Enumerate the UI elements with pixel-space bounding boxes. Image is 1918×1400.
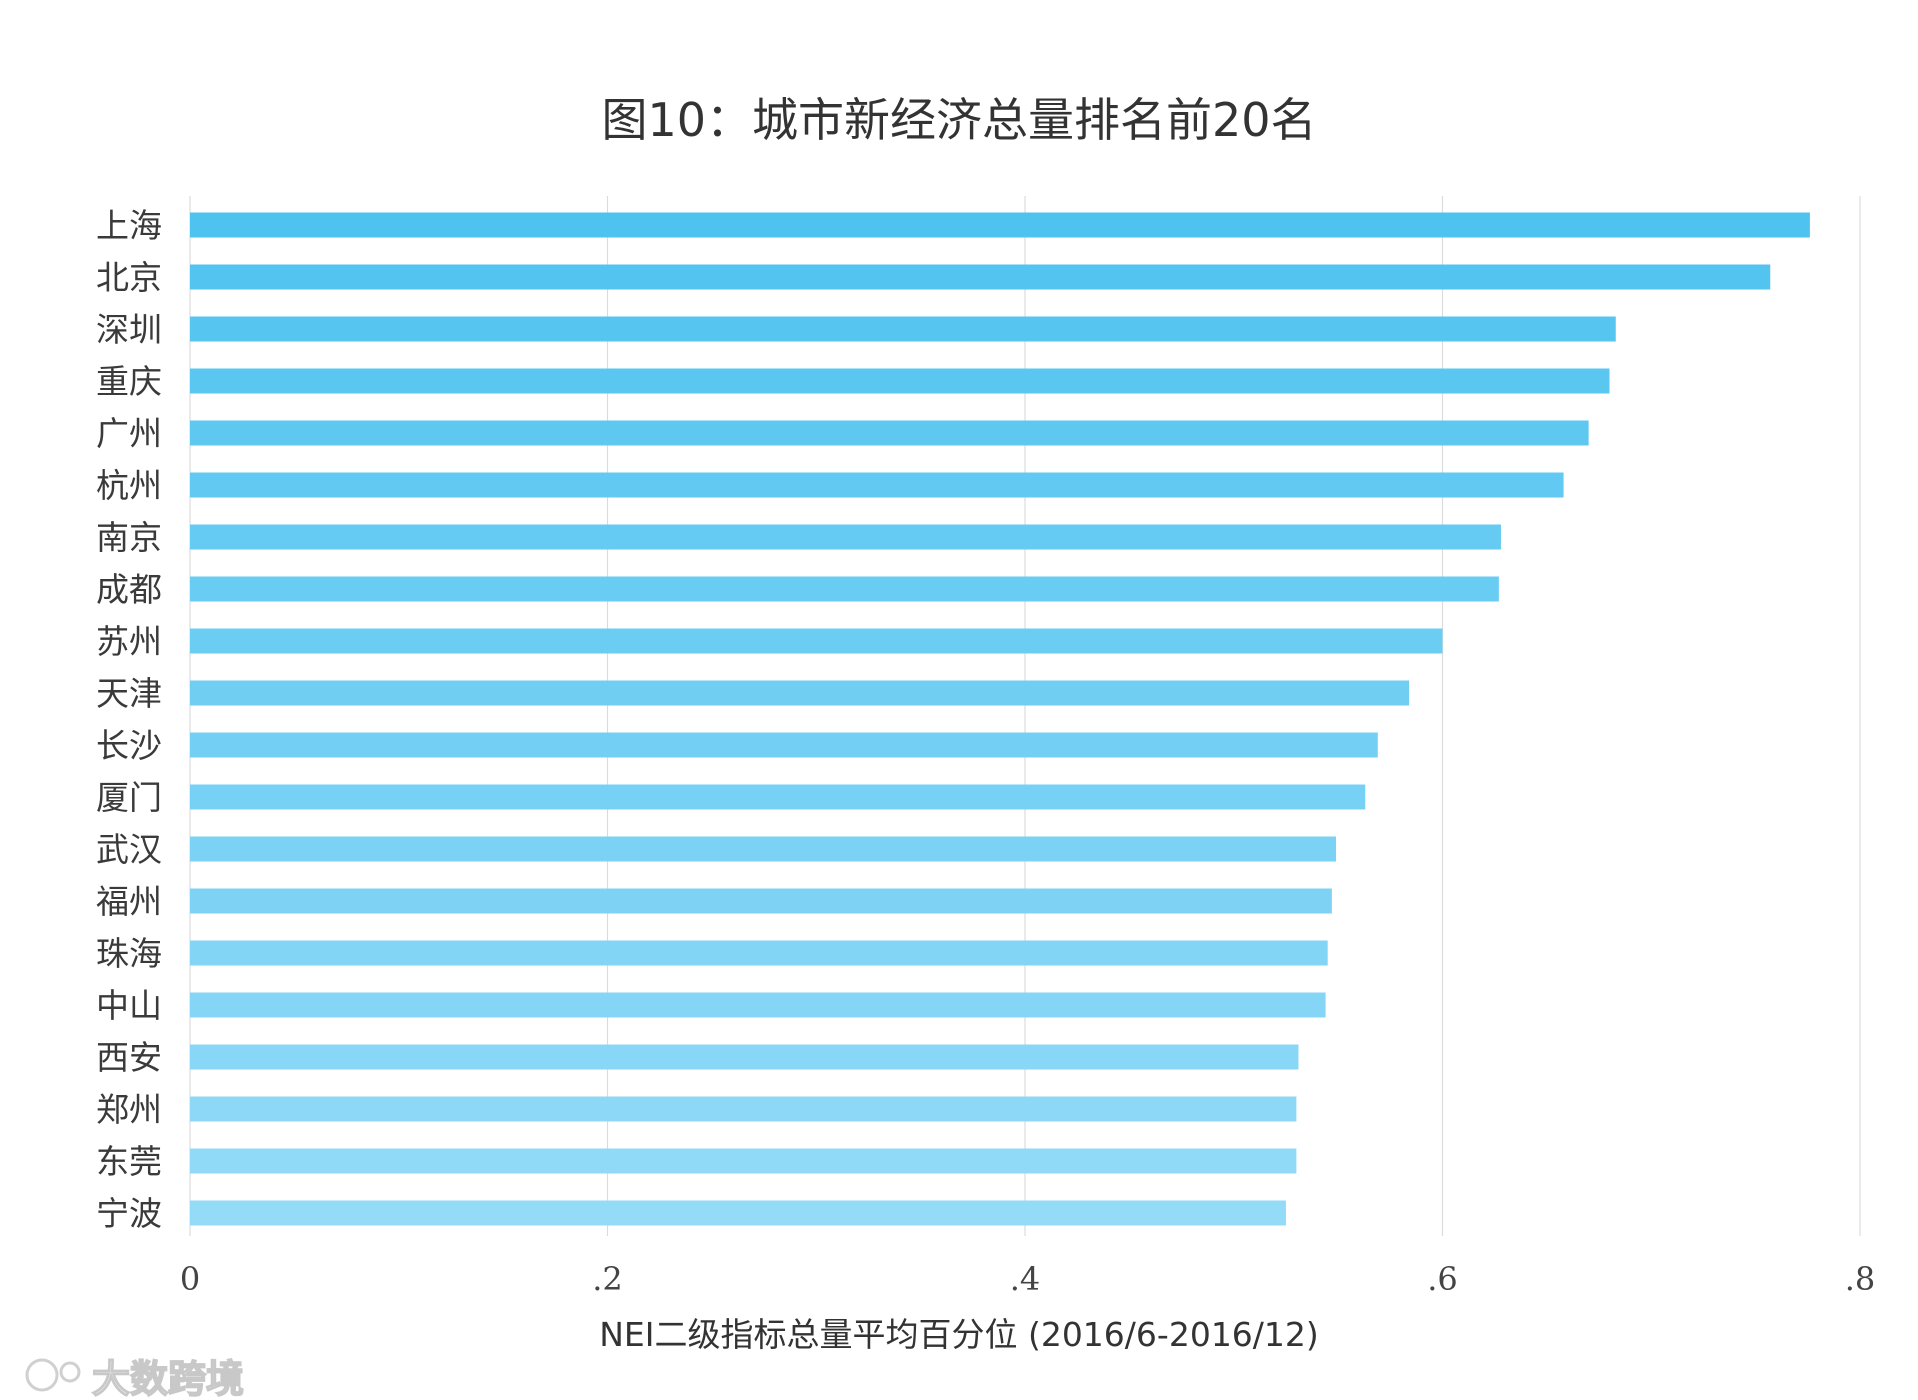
bar	[190, 576, 1499, 602]
category-label: 西安	[96, 1038, 162, 1077]
category-label: 广州	[96, 414, 162, 453]
category-label: 福州	[96, 882, 162, 921]
bar	[190, 784, 1366, 810]
category-label: 重庆	[96, 362, 162, 401]
bar	[190, 732, 1378, 758]
category-label: 北京	[96, 258, 162, 297]
category-label: 武汉	[96, 830, 162, 869]
x-tick-label: .4	[1010, 1260, 1041, 1298]
bar	[190, 940, 1328, 966]
grid-lines	[189, 196, 1861, 1236]
x-tick-label: 0	[180, 1260, 200, 1298]
category-label: 深圳	[96, 310, 162, 349]
x-tick-label: .2	[592, 1260, 623, 1298]
x-tick-labels: 0 .2 .4 .6 .8	[180, 1260, 1875, 1298]
category-label: 苏州	[96, 622, 162, 661]
bar	[190, 628, 1443, 654]
category-label: 上海	[96, 206, 162, 245]
category-label: 宁波	[96, 1194, 162, 1233]
bar	[190, 680, 1410, 706]
bar	[190, 1148, 1297, 1174]
watermark-logo-icon	[59, 1361, 81, 1383]
bar	[190, 888, 1332, 914]
bar	[190, 836, 1337, 862]
watermark-text: 大数跨境	[92, 1357, 244, 1400]
category-label: 南京	[96, 518, 162, 557]
bar	[190, 472, 1564, 498]
bar	[190, 1096, 1297, 1122]
watermark-logo: 大数跨境	[25, 1356, 245, 1400]
category-label: 杭州	[96, 466, 162, 505]
category-label: 中山	[96, 986, 162, 1025]
category-label: 郑州	[96, 1090, 162, 1129]
category-label: 珠海	[96, 934, 162, 973]
bars	[190, 212, 1810, 1226]
bar	[190, 1200, 1286, 1226]
bar	[190, 420, 1589, 446]
category-label: 东莞	[96, 1142, 162, 1181]
bar	[190, 992, 1326, 1018]
category-label: 成都	[96, 570, 162, 609]
bar	[190, 524, 1501, 550]
bar	[190, 316, 1616, 342]
bar	[190, 1044, 1299, 1070]
x-tick-label: .8	[1845, 1260, 1876, 1298]
x-axis-label: NEI二级指标总量平均百分位 (2016/6-2016/12)	[599, 1315, 1319, 1354]
category-label: 天津	[96, 674, 162, 713]
bar	[190, 212, 1810, 238]
category-label: 厦门	[96, 778, 162, 817]
chart-title: 图10：城市新经济总量排名前20名	[601, 93, 1316, 147]
bar	[190, 368, 1610, 394]
watermark-logo-icon	[25, 1358, 59, 1392]
bar	[190, 264, 1771, 290]
x-tick-label: .6	[1427, 1260, 1458, 1298]
category-label: 长沙	[96, 726, 162, 765]
